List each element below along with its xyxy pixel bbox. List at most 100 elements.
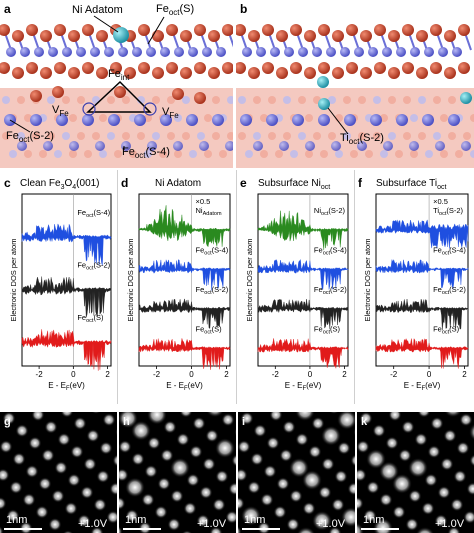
fe-atom: [284, 47, 294, 57]
fe-oct-s2-atom: [160, 114, 172, 126]
stm-spot: [273, 505, 287, 519]
stm-spot: [357, 412, 360, 413]
fe-oct-s2-atom: [82, 114, 94, 126]
oxygen-atom: [68, 30, 80, 42]
fe-atom: [174, 47, 184, 57]
stm-spot: [357, 496, 364, 510]
trace-label: NiAdatom: [196, 206, 222, 217]
oxygen-atom: [96, 67, 108, 79]
bulk-atom: [92, 132, 100, 140]
bulk-atom: [182, 96, 190, 104]
ti-atom-3: [460, 92, 472, 104]
stm-spot: [170, 457, 190, 478]
bulk-atom: [298, 132, 306, 140]
bulk-atom: [212, 96, 220, 104]
dos-trace-up: [257, 299, 349, 310]
stm-spot: [131, 452, 145, 466]
dos-trace-down: [138, 229, 231, 248]
oxygen-atom: [374, 62, 386, 74]
bulk-atom: [174, 150, 182, 158]
x-tick-label: 0: [71, 370, 76, 379]
stm-spot: [15, 424, 29, 438]
oxygen-atom: [166, 62, 178, 74]
stm-spot: [115, 427, 117, 437]
stm-spot: [170, 489, 184, 503]
bulk-atom: [418, 96, 426, 104]
stm-spot: [350, 454, 355, 467]
vacancy-marker-left: [82, 102, 96, 116]
stm-spot: [459, 413, 473, 427]
bulk-atom: [403, 132, 411, 140]
stm-spot: [176, 432, 190, 446]
bulk-atom: [268, 132, 276, 140]
oxygen-atom: [40, 30, 52, 42]
fe-atom: [34, 47, 44, 57]
fe-oct-s4-atom: [435, 141, 445, 151]
ti-pointer: [327, 107, 349, 135]
bulk-atom: [410, 150, 418, 158]
stm-spot: [296, 526, 316, 533]
stm-spot: [41, 448, 55, 462]
dos-trace-down: [138, 308, 231, 329]
bulk-atom: [47, 132, 55, 140]
x-tick-label: 2: [105, 370, 110, 379]
oxygen-atom: [444, 30, 456, 42]
stm-spot: [337, 441, 351, 455]
stm-panel-i: i 1nm +1.0V: [238, 412, 355, 533]
oxygen-atom: [360, 30, 372, 42]
oxygen-atom: [458, 24, 470, 36]
stm-spot: [353, 427, 355, 437]
bulk-atom: [204, 114, 212, 122]
dos-trace-down: [375, 268, 469, 290]
stm-spot: [106, 510, 117, 524]
bulk-atom: [448, 132, 456, 140]
fe-atom: [424, 47, 434, 57]
stm-spot: [308, 445, 322, 459]
bulk-atom: [62, 132, 70, 140]
bulk-atom: [99, 150, 107, 158]
stm-spot: [202, 457, 216, 471]
stm-spot: [77, 514, 91, 528]
bulk-atom: [77, 96, 85, 104]
bulk-atom: [238, 132, 246, 140]
trace-label: Feoct(S-4): [196, 246, 229, 257]
oxygen-atom: [444, 67, 456, 79]
fe-atom: [216, 47, 226, 57]
fe-atom: [48, 47, 58, 57]
fe-oct-s2-atom: [30, 114, 42, 126]
bulk-atom: [260, 150, 268, 158]
bulk-atom: [358, 96, 366, 104]
oxygen-atom: [318, 62, 330, 74]
bulk-atom: [197, 132, 205, 140]
bulk-atom: [403, 96, 411, 104]
oxygen-atom: [290, 24, 302, 36]
label-ti-oct: Tioct(S-2): [340, 132, 384, 147]
bulk-atom: [358, 132, 366, 140]
stm-spot: [64, 501, 78, 515]
bulk-atom: [62, 96, 70, 104]
vacancy-marker-right: [143, 102, 157, 116]
fe-oct-s2-atom: [186, 114, 198, 126]
oxygen-atom: [402, 24, 414, 36]
fe-atom: [410, 47, 420, 57]
bulk-atom: [283, 96, 291, 104]
fe-oct-s2-pointer: [9, 119, 31, 133]
fe-oct-s2-atom: [108, 114, 120, 126]
dos-trace-up: [257, 338, 349, 349]
trace-label: Feoct(S-4): [433, 246, 466, 257]
stm-spot: [289, 489, 303, 503]
stm-spot: [147, 436, 161, 450]
x-tick-label: 0: [427, 370, 432, 379]
trace-label: Feoct(S): [77, 313, 104, 324]
scale-bar-k: [361, 528, 399, 530]
oxygen-atom: [346, 62, 358, 74]
stm-spot: [318, 485, 332, 499]
stm-spot: [263, 464, 277, 478]
stm-spot: [167, 517, 181, 531]
stm-spot: [62, 530, 74, 533]
stm-spot: [447, 526, 461, 533]
stm-spot: [372, 424, 386, 438]
stm-spot: [286, 517, 300, 531]
fe-atom: [340, 47, 350, 57]
oxygen-atom: [318, 24, 330, 36]
